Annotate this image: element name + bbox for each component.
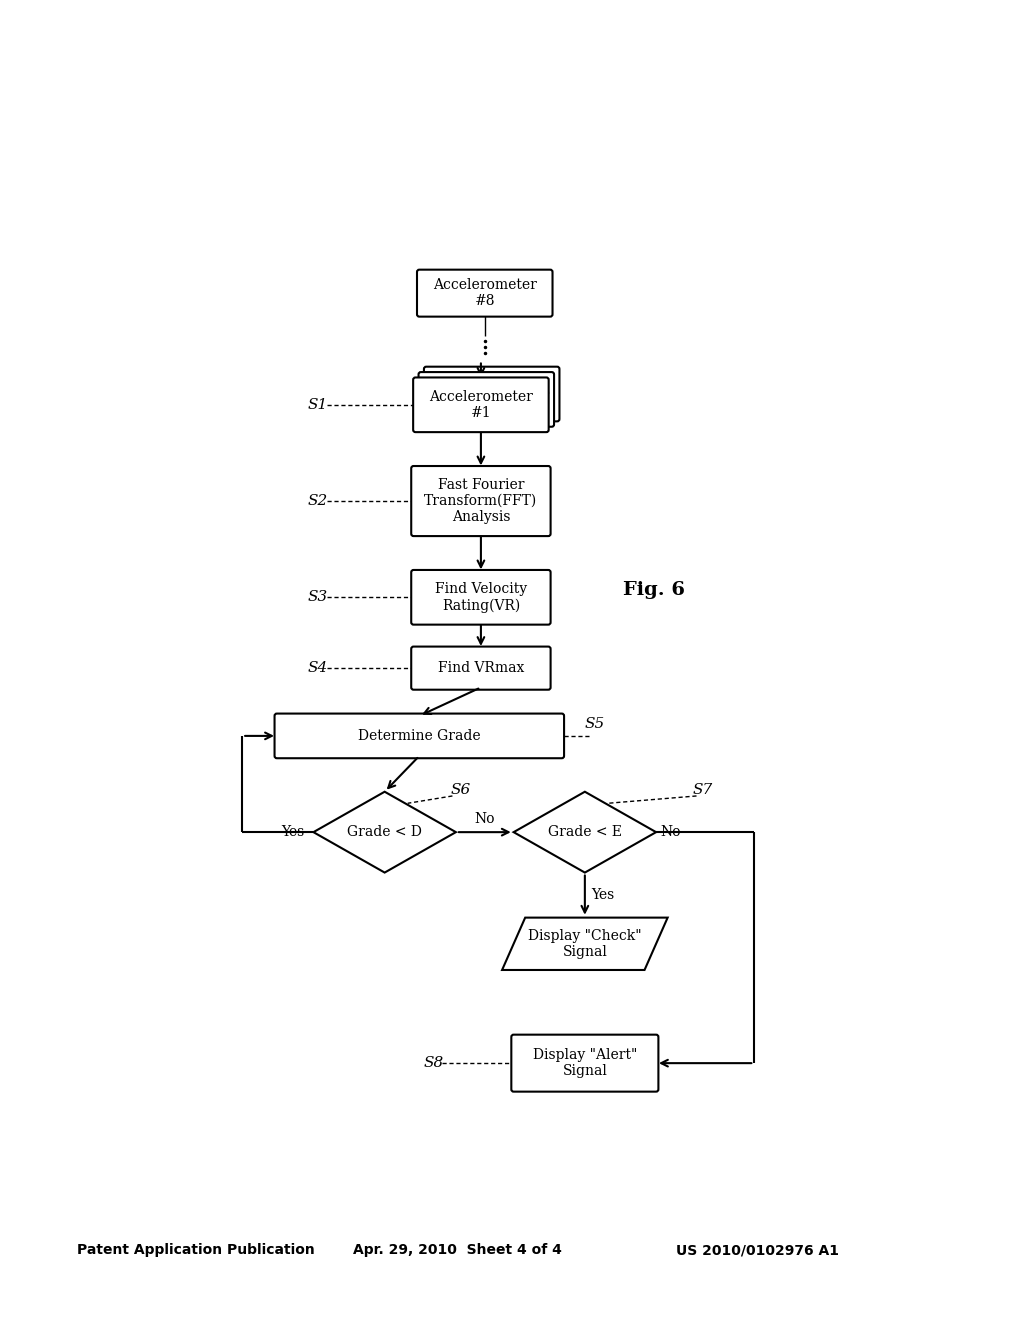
Text: S5: S5 — [585, 717, 605, 731]
Text: Apr. 29, 2010  Sheet 4 of 4: Apr. 29, 2010 Sheet 4 of 4 — [353, 1243, 562, 1258]
Text: S4: S4 — [307, 661, 328, 675]
Text: Patent Application Publication: Patent Application Publication — [77, 1243, 314, 1258]
Text: Accelerometer
#1: Accelerometer #1 — [429, 389, 532, 420]
Text: Display "Check"
Signal: Display "Check" Signal — [528, 929, 642, 958]
Text: S1: S1 — [307, 397, 328, 412]
FancyBboxPatch shape — [412, 647, 551, 689]
FancyBboxPatch shape — [412, 466, 551, 536]
Text: #3: #3 — [538, 379, 556, 391]
Text: Fig. 6: Fig. 6 — [624, 581, 685, 598]
Text: S2: S2 — [307, 494, 328, 508]
Text: #2: #2 — [531, 384, 550, 396]
FancyBboxPatch shape — [424, 367, 559, 421]
Text: No: No — [474, 812, 495, 826]
Text: S3: S3 — [307, 590, 328, 605]
Text: US 2010/0102976 A1: US 2010/0102976 A1 — [676, 1243, 839, 1258]
Text: Find VRmax: Find VRmax — [437, 661, 524, 675]
Text: Grade < E: Grade < E — [548, 825, 622, 840]
Text: S8: S8 — [423, 1056, 443, 1071]
FancyBboxPatch shape — [511, 1035, 658, 1092]
Text: Yes: Yes — [591, 888, 614, 902]
Text: Accelerometer
#8: Accelerometer #8 — [433, 279, 537, 309]
FancyBboxPatch shape — [419, 372, 554, 426]
FancyBboxPatch shape — [417, 269, 553, 317]
Text: Display "Alert"
Signal: Display "Alert" Signal — [532, 1048, 637, 1078]
FancyBboxPatch shape — [412, 570, 551, 624]
Text: Determine Grade: Determine Grade — [358, 729, 480, 743]
Text: Fast Fourier
Transform(FFT)
Analysis: Fast Fourier Transform(FFT) Analysis — [424, 478, 538, 524]
Text: No: No — [659, 825, 680, 840]
Polygon shape — [313, 792, 456, 873]
Text: Find Velocity
Rating(VR): Find Velocity Rating(VR) — [435, 582, 527, 612]
Text: S6: S6 — [451, 783, 470, 797]
Polygon shape — [514, 792, 656, 873]
Text: Grade < D: Grade < D — [347, 825, 422, 840]
Text: Yes: Yes — [281, 825, 304, 840]
FancyBboxPatch shape — [413, 378, 549, 432]
FancyBboxPatch shape — [274, 714, 564, 758]
Text: S7: S7 — [692, 783, 713, 797]
Polygon shape — [502, 917, 668, 970]
